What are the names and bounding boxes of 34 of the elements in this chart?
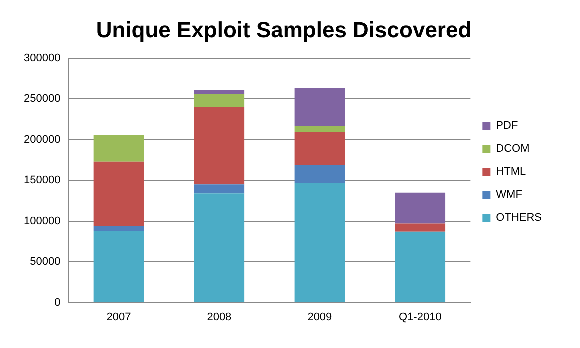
bar [194,184,245,194]
chart-title: Unique Exploit Samples Discovered [96,17,472,42]
bar [194,107,245,185]
y-tick-label: 250000 [24,93,61,106]
bar [194,90,245,94]
x-tick-label: Q1-2010 [399,311,442,324]
y-tick-label: 200000 [24,134,61,146]
bar [294,88,346,126]
legend-label: HTML [496,166,526,178]
y-tick-label: 300000 [24,52,61,64]
y-tick-label: 0 [54,296,61,309]
legend-label: DCOM [496,143,530,156]
bar [395,192,446,224]
bar [395,232,446,302]
bar [294,183,346,302]
y-tick-label: 100000 [24,215,61,228]
bar [94,162,144,226]
y-tick-label: 150000 [24,174,61,187]
bar [395,224,446,232]
bar [194,194,245,302]
legend-label: PDF [496,120,518,132]
legend-label: OTHERS [496,212,542,224]
bar [194,94,245,108]
bar [94,231,144,302]
y-tick-label: 50000 [30,256,61,268]
bar [94,226,144,232]
bar [294,165,346,184]
x-tick-label: 2008 [207,311,232,324]
bar [294,132,346,166]
legend-label: WMF [496,189,523,202]
bar [94,134,144,162]
bar [294,126,346,133]
x-tick-label: 2009 [308,311,332,324]
x-tick-label: 2007 [106,311,132,324]
